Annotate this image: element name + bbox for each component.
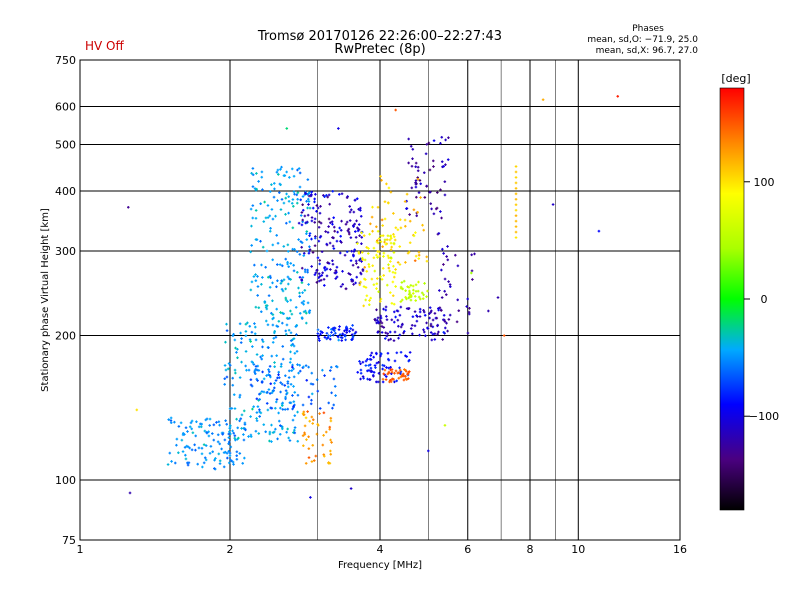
y-tick-label: 75 bbox=[62, 534, 76, 547]
x-tick-label: 8 bbox=[527, 543, 534, 556]
x-tick-label: 2 bbox=[227, 543, 234, 556]
y-tick-label: 200 bbox=[55, 330, 76, 343]
y-tick-label: 100 bbox=[55, 474, 76, 487]
x-tick-label: 10 bbox=[571, 543, 585, 556]
data-points bbox=[126, 95, 620, 499]
hv-status: HV Off bbox=[85, 39, 124, 53]
x-tick-label: 1 bbox=[77, 543, 84, 556]
colorbar bbox=[719, 87, 745, 511]
x-tick-label: 6 bbox=[464, 543, 471, 556]
y-axis-label: Stationary phase Virtual Height [km] bbox=[40, 208, 51, 392]
y-tick-label: 300 bbox=[55, 245, 76, 258]
x-axis-label: Frequency [MHz] bbox=[338, 560, 422, 571]
x-tick-label: 4 bbox=[377, 543, 384, 556]
colorbar-tick-label: 100 bbox=[754, 176, 775, 189]
chart-title: Tromsø 20170126 22:26:00–22:27:43 bbox=[257, 29, 502, 44]
x-tick-label: 16 bbox=[673, 543, 687, 556]
colorbar-tick-label: −100 bbox=[749, 410, 779, 423]
colorbar-label: [deg] bbox=[721, 72, 750, 85]
stats-heading: Phases bbox=[632, 24, 664, 34]
chart-subtitle: RwPretec (8p) bbox=[334, 42, 425, 57]
y-tick-labels: 750 600 500 400 300 200 100 75 bbox=[55, 54, 76, 547]
stats-line-x: mean, sd,X: 96.7, 27.0 bbox=[596, 46, 699, 56]
plot-frame bbox=[79, 59, 681, 541]
y-tick-label: 500 bbox=[55, 139, 76, 152]
y-tick-label: 400 bbox=[55, 185, 76, 198]
colorbar-ticks: 100 0 −100 bbox=[744, 176, 779, 423]
grid-lines bbox=[79, 60, 681, 540]
colorbar-tick-label: 0 bbox=[761, 293, 768, 306]
x-tick-labels: 1 2 4 6 8 10 16 bbox=[77, 543, 688, 556]
y-tick-label: 600 bbox=[55, 101, 76, 114]
y-tick-label: 750 bbox=[55, 54, 76, 67]
stats-line-o: mean, sd,O: −71.9, 25.0 bbox=[587, 35, 698, 45]
